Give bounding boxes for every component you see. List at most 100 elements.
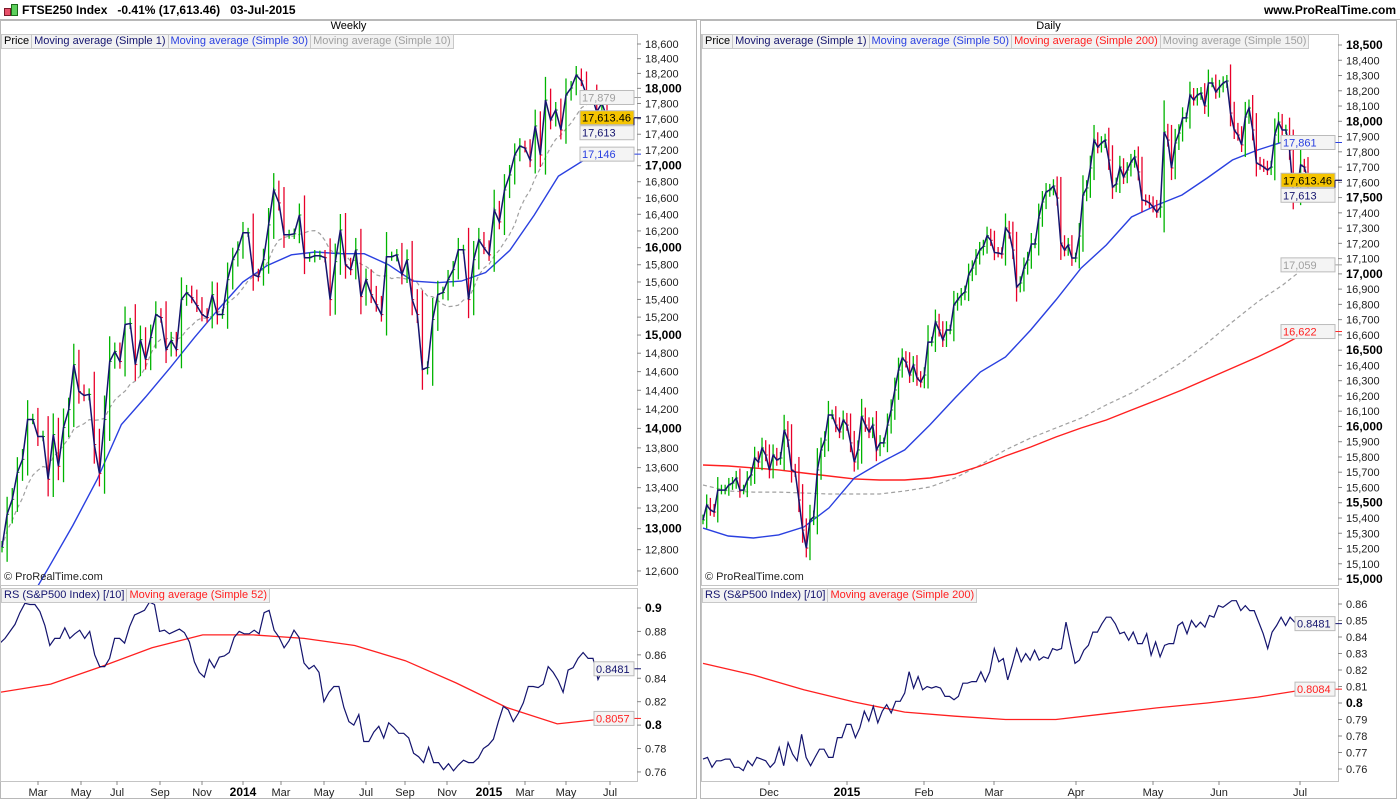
- rs-ma200-line: [702, 662, 1309, 721]
- y-axis-tick-label: 0.86: [1346, 599, 1367, 611]
- copyright-weekly: © ProRealTime.com: [4, 571, 103, 583]
- y-axis-tick-label: 17,900: [1346, 132, 1380, 144]
- x-axis-tick-label: 2015: [476, 785, 503, 799]
- y-axis-tick-label: 16,900: [1346, 284, 1380, 296]
- y-axis-tick-label: 18,600: [645, 39, 679, 51]
- y-axis-tick-label: 17,000: [1346, 267, 1383, 281]
- x-axis-tick-label: May: [314, 787, 335, 799]
- y-axis-tick-label: 0.85: [1346, 616, 1367, 628]
- weekly-rs-panel[interactable]: [0, 588, 638, 782]
- y-axis-tick-label: 13,800: [645, 443, 679, 455]
- value-label-box: [1294, 616, 1336, 632]
- y-axis-tick-label: 15,200: [645, 312, 679, 324]
- x-axis-tick-label: 2015: [834, 785, 861, 799]
- x-axis-tick-label: Mar: [272, 787, 291, 799]
- site-link[interactable]: www.ProRealTime.com: [1263, 3, 1396, 17]
- daily-rs-plot: [702, 600, 1309, 772]
- header-bar: FTSE250 Index -0.41% (17,613.46) 03-Jul-…: [0, 0, 1400, 20]
- y-axis-tick-label: 13,600: [645, 463, 679, 475]
- value-label: 0.8057: [596, 713, 630, 725]
- y-axis-tick-label: 15,400: [1346, 513, 1380, 525]
- y-axis-tick-label: 16,600: [1346, 330, 1380, 342]
- x-axis-tick-label: Sep: [395, 787, 415, 799]
- y-axis-tick-label: 17,600: [645, 114, 679, 126]
- y-axis-tick-label: 16,200: [1346, 391, 1380, 403]
- value-label: 16,622: [1283, 327, 1317, 339]
- y-axis-tick-label: 0.78: [1346, 731, 1367, 743]
- y-axis-tick-label: 16,800: [1346, 299, 1380, 311]
- value-label-box: [579, 89, 635, 105]
- y-axis-tick-label: 0.77: [1346, 748, 1367, 760]
- y-axis-tick-label: 0.86: [645, 650, 666, 662]
- legend-rs[interactable]: RS (S&P500 Index) [/10]: [2, 589, 128, 602]
- y-axis-tick-label: 0.8: [645, 718, 662, 732]
- y-axis-tick-label: 15,400: [645, 294, 679, 306]
- daily-price-plot: [702, 64, 1310, 561]
- y-axis-tick-label: 17,200: [645, 145, 679, 157]
- value-label: 17,613.46: [582, 113, 631, 125]
- legend-ma200[interactable]: Moving average (Simple 200): [1012, 35, 1161, 48]
- legend-ma200[interactable]: Moving average (Simple 200): [830, 589, 975, 601]
- value-label: 17,613: [582, 128, 616, 140]
- daily-rs-legend: RS (S&P500 Index) [/10] Moving average (…: [702, 588, 978, 603]
- y-axis-tick-label: 15,200: [1346, 544, 1380, 556]
- value-label-box: [1280, 187, 1336, 203]
- y-axis-tick-label: 18,500: [1346, 38, 1383, 52]
- y-axis-tick-label: 16,200: [645, 226, 679, 238]
- daily-rs-panel[interactable]: [701, 588, 1339, 782]
- legend-rs[interactable]: RS (S&P500 Index) [/10]: [703, 589, 829, 602]
- legend-ma50[interactable]: Moving average (Simple 50): [870, 35, 1013, 48]
- rs-ma52-line: [1, 634, 609, 725]
- x-axis-tick-label: Jul: [1293, 787, 1307, 799]
- legend-ma1[interactable]: Moving average (Simple 1): [32, 35, 169, 48]
- value-label-box: [579, 146, 635, 162]
- y-axis-tick-label: 12,800: [645, 545, 679, 557]
- legend-price[interactable]: Price: [703, 35, 734, 48]
- legend-ma52[interactable]: Moving average (Simple 52): [129, 589, 268, 601]
- ma30-line: [37, 153, 608, 585]
- rs-line: [702, 600, 1309, 772]
- y-axis-tick-label: 13,200: [645, 503, 679, 515]
- value-label: 17,613: [1283, 190, 1317, 202]
- y-axis-tick-label: 0.82: [1346, 665, 1367, 677]
- y-axis-tick-label: 17,800: [1346, 147, 1380, 159]
- y-axis-tick-label: 14,200: [645, 404, 679, 416]
- weekly-price-legend: Price Moving average (Simple 1) Moving a…: [1, 34, 454, 49]
- y-axis-tick-label: 0.76: [645, 767, 666, 779]
- y-axis-tick-label: 15,800: [1346, 452, 1380, 464]
- legend-ma30[interactable]: Moving average (Simple 30): [169, 35, 312, 48]
- y-axis-tick-label: 18,200: [645, 68, 679, 80]
- y-axis-tick-label: 0.83: [1346, 649, 1367, 661]
- y-axis-tick-label: 15,600: [645, 277, 679, 289]
- weekly-price-plot: [1, 66, 609, 585]
- value-label-box: [1280, 257, 1336, 273]
- value-label-box: [593, 710, 635, 726]
- y-axis-tick-label: 0.9: [645, 601, 662, 615]
- ma1-close-line: [702, 79, 1309, 549]
- y-axis-tick-label: 16,100: [1346, 406, 1380, 418]
- x-axis-tick-label: Sep: [150, 787, 170, 799]
- y-axis-tick-label: 16,400: [1346, 360, 1380, 372]
- y-axis-tick-label: 18,000: [645, 81, 682, 95]
- legend-ma150[interactable]: Moving average (Simple 150): [1162, 35, 1307, 47]
- ma150-line: [702, 264, 1309, 495]
- instrument-title: FTSE250 Index -0.41% (17,613.46) 03-Jul-…: [22, 3, 296, 17]
- x-axis-tick-label: Jul: [359, 787, 373, 799]
- y-axis-tick-label: 15,300: [1346, 528, 1380, 540]
- y-axis-tick-label: 16,800: [645, 177, 679, 189]
- x-axis-tick-label: 2014: [230, 785, 257, 799]
- legend-ma10[interactable]: Moving average (Simple 10): [313, 35, 451, 47]
- y-axis-tick-label: 16,600: [645, 193, 679, 205]
- y-axis-tick-label: 16,300: [1346, 376, 1380, 388]
- x-axis-tick-label: Jul: [110, 787, 124, 799]
- y-axis-tick-label: 18,300: [1346, 71, 1380, 83]
- value-label-box: [1294, 681, 1336, 697]
- x-axis-tick-label: Mar: [985, 787, 1004, 799]
- y-axis-tick-label: 14,600: [645, 367, 679, 379]
- legend-price[interactable]: Price: [2, 35, 33, 48]
- legend-ma1[interactable]: Moving average (Simple 1): [733, 35, 870, 48]
- y-axis-tick-label: 17,000: [645, 159, 682, 173]
- y-axis-tick-label: 0.8: [1346, 696, 1363, 710]
- y-axis-tick-label: 14,000: [645, 421, 682, 435]
